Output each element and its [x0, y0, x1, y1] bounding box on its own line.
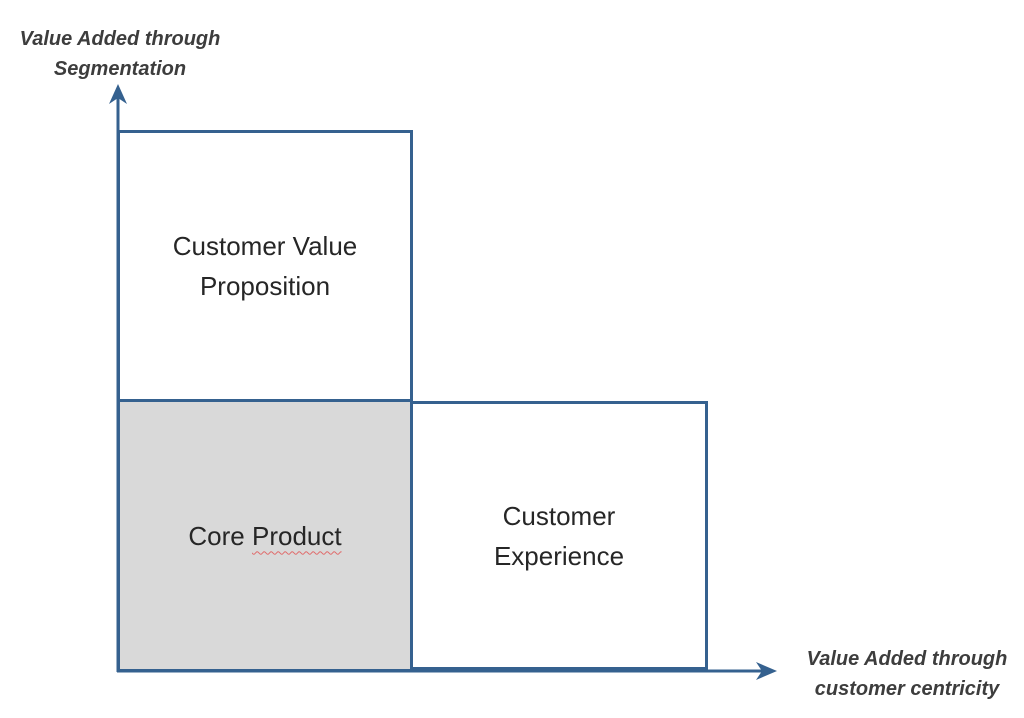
y-axis-label: Value Added through Segmentation — [0, 24, 240, 84]
x-axis-label-line1: Value Added through — [806, 648, 1008, 670]
box-customer-experience-label-line1: Customer — [502, 500, 616, 531]
box-customer-value-proposition: Customer Value Proposition — [117, 130, 413, 402]
box-core-product-label: Core Product — [188, 516, 341, 556]
y-axis-label-line1: Value Added through — [19, 28, 221, 50]
x-axis-label: Value Added through customer centricity — [793, 644, 1021, 704]
y-axis-label-line2: Segmentation — [53, 58, 187, 80]
box-customer-value-proposition-label-line1: Customer Value — [172, 231, 358, 261]
box-customer-experience: Customer Experience — [410, 401, 708, 670]
x-axis-label-line2: customer centricity — [814, 678, 1000, 700]
box-customer-experience-label-line2: Experience — [493, 540, 625, 571]
box-core-product-label-misspelled-word: Product — [251, 520, 342, 551]
box-customer-value-proposition-label-line2: Proposition — [199, 271, 331, 301]
box-core-product-label-prefix: Core — [188, 520, 252, 551]
y-axis-arrowhead-icon — [109, 84, 127, 104]
box-core-product: Core Product — [117, 399, 413, 672]
x-axis-arrowhead-icon — [756, 662, 777, 680]
